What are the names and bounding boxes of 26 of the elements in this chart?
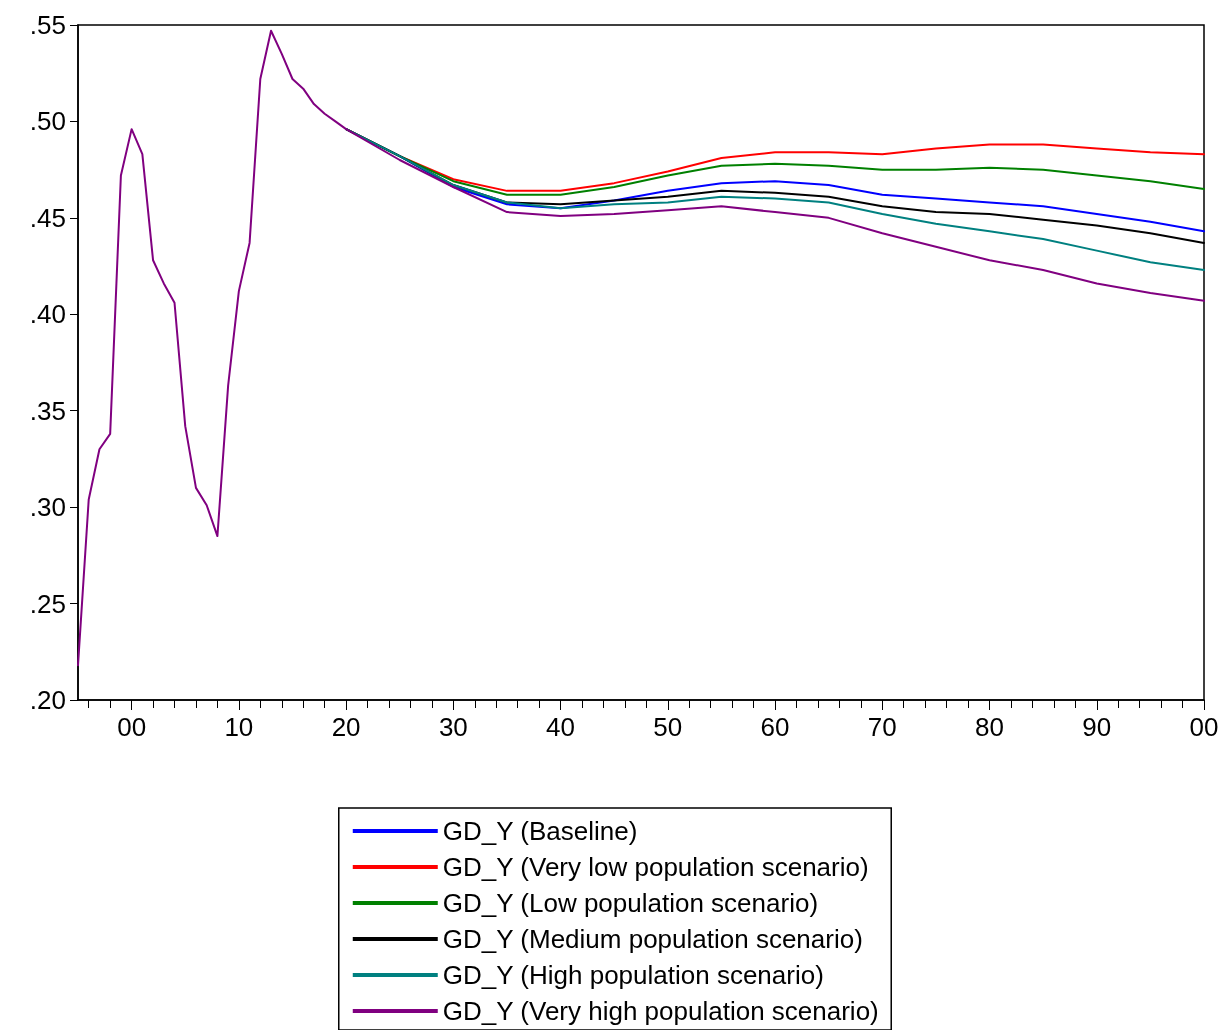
- x-tick-label: 60: [760, 712, 790, 742]
- y-tick-label: .40: [29, 299, 66, 330]
- y-tick-label: .30: [29, 492, 66, 523]
- legend-label: GD_Y (Very low population scenario): [442, 852, 869, 882]
- y-tick-label: .20: [29, 685, 66, 715]
- x-tick-label: 90: [1082, 712, 1112, 742]
- y-tick-label: .35: [29, 395, 66, 426]
- y-tick-label: .45: [29, 202, 66, 233]
- x-tick-label: 30: [438, 712, 468, 742]
- y-tick-label: .55: [29, 10, 66, 40]
- x-tick-label: 80: [975, 712, 1004, 742]
- x-tick-label: 00: [1189, 712, 1219, 742]
- x-tick-label: 20: [331, 712, 361, 742]
- y-tick-label: .50: [29, 106, 66, 137]
- x-tick-label: 10: [224, 712, 254, 742]
- legend-label: GD_Y (Low population scenario): [442, 888, 819, 918]
- legend-label: GD_Y (Baseline): [442, 816, 638, 846]
- x-tick-label: 50: [653, 712, 683, 742]
- x-tick-label: 40: [546, 712, 576, 742]
- legend-label: GD_Y (Very high population scenario): [442, 996, 879, 1026]
- y-tick-label: .25: [29, 588, 66, 619]
- legend-label: GD_Y (High population scenario): [442, 960, 824, 990]
- x-tick-label: 70: [867, 712, 897, 742]
- x-tick-label: 00: [117, 712, 147, 742]
- line-series: [77, 29, 1205, 667]
- legend-label: GD_Y (Medium population scenario): [442, 924, 863, 954]
